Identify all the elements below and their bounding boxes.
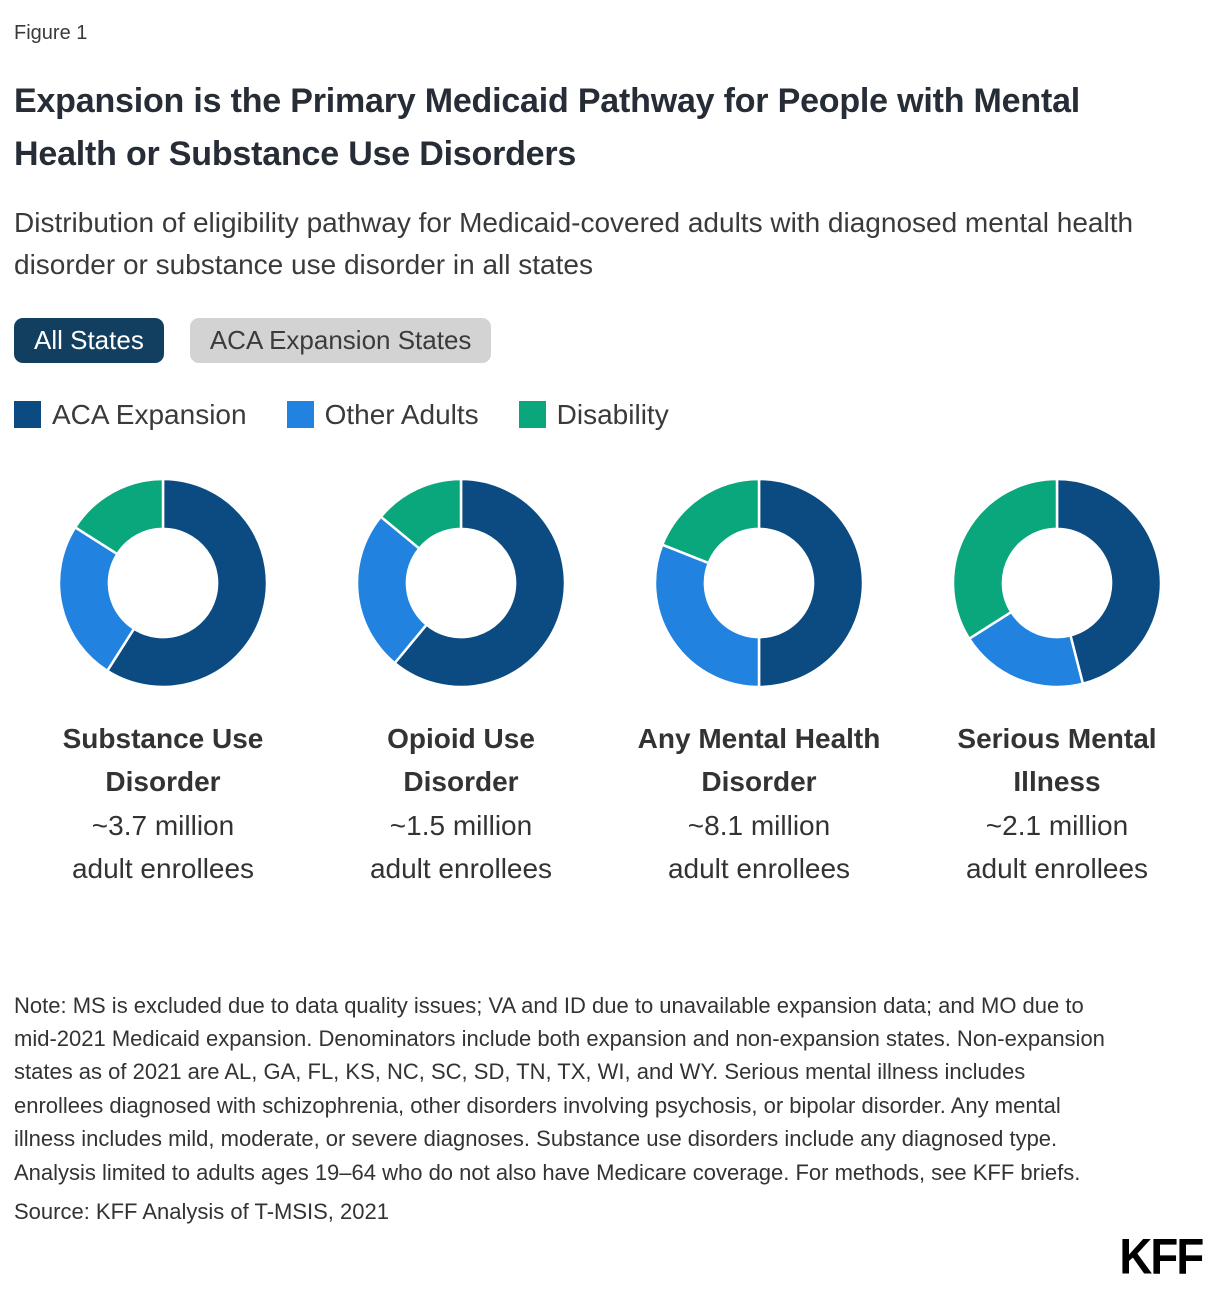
other-adults-swatch-icon	[286, 401, 314, 429]
donut-segment-other-adults[interactable]	[355, 515, 428, 665]
chart-amount-unit: adult enrollees	[369, 853, 553, 885]
donut-chart[interactable]	[947, 473, 1167, 693]
legend-label: Other Adults	[324, 398, 479, 430]
chart-label-block: Opioid Use Disorder ~1.5 million adult e…	[326, 717, 596, 891]
legend-item-disability: Disability	[518, 398, 669, 431]
chart-serious-mental-illness: Serious Mental Illness ~2.1 million adul…	[908, 473, 1206, 891]
page-subtitle: Distribution of eligibility pathway for …	[14, 207, 1134, 281]
donut-chart[interactable]	[53, 473, 273, 693]
tab-aca-expansion-states[interactable]: ACA Expansion States	[189, 318, 492, 363]
note-text: Note: MS is excluded due to data quality…	[14, 992, 1105, 1185]
figure-label: Figure 1	[14, 22, 88, 44]
legend: ACA Expansion Other Adults Disability	[14, 399, 1206, 431]
page-title: Expansion is the Primary Medicaid Pathwa…	[14, 82, 1081, 173]
chart-amount-unit: adult enrollees	[667, 853, 851, 885]
donut-segment-disability[interactable]	[951, 477, 1059, 640]
state-filter-tabs: All States ACA Expansion States	[14, 318, 1206, 363]
chart-title: Any Mental Health Disorder	[637, 722, 881, 798]
chart-label-block: Serious Mental Illness ~2.1 million adul…	[922, 717, 1192, 891]
donut-chart[interactable]	[351, 473, 571, 693]
kff-logo: KFF	[1119, 1229, 1204, 1285]
donut-segment-other-adults[interactable]	[57, 525, 136, 673]
chart-amount-unit: adult enrollees	[965, 853, 1149, 885]
chart-label-block: Substance Use Disorder ~3.7 million adul…	[28, 717, 298, 891]
donut-segment-aca-expansion[interactable]	[1055, 477, 1163, 685]
donut-segment-aca-expansion[interactable]	[393, 477, 567, 689]
chart-label-block: Any Mental Health Disorder ~8.1 million …	[624, 717, 894, 891]
chart-amount: ~1.5 million	[389, 809, 533, 841]
disability-swatch-icon	[518, 401, 546, 429]
donut-segment-aca-expansion[interactable]	[757, 477, 865, 689]
donut-chart[interactable]	[649, 473, 869, 693]
chart-amount-unit: adult enrollees	[71, 853, 255, 885]
aca-expansion-swatch-icon	[14, 401, 41, 429]
legend-item-other-adults: Other Adults	[286, 398, 479, 431]
donut-segment-disability[interactable]	[73, 477, 165, 556]
donut-segment-aca-expansion[interactable]	[106, 477, 269, 689]
legend-label: Disability	[556, 398, 669, 430]
donut-segment-disability[interactable]	[379, 477, 463, 550]
chart-title: Opioid Use Disorder	[387, 722, 535, 798]
chart-any-mental-health-disorder: Any Mental Health Disorder ~8.1 million …	[610, 473, 908, 891]
donut-segment-other-adults[interactable]	[653, 543, 761, 689]
legend-label: ACA Expansion	[52, 398, 247, 430]
source-text: Source: KFF Analysis of T-MSIS, 2021	[14, 1199, 389, 1225]
chart-title: Serious Mental Illness	[957, 722, 1157, 798]
tab-all-states[interactable]: All States	[14, 318, 164, 363]
chart-amount: ~2.1 million	[985, 809, 1129, 841]
legend-item-aca-expansion: ACA Expansion	[14, 399, 247, 431]
chart-amount: ~3.7 million	[91, 809, 235, 841]
chart-substance-use-disorder: Substance Use Disorder ~3.7 million adul…	[14, 473, 312, 891]
chart-title: Substance Use Disorder	[62, 722, 264, 798]
donut-charts-row: Substance Use Disorder ~3.7 million adul…	[14, 473, 1206, 891]
donut-segment-disability[interactable]	[661, 477, 761, 565]
chart-opioid-use-disorder: Opioid Use Disorder ~1.5 million adult e…	[312, 473, 610, 891]
chart-amount: ~8.1 million	[687, 809, 831, 841]
